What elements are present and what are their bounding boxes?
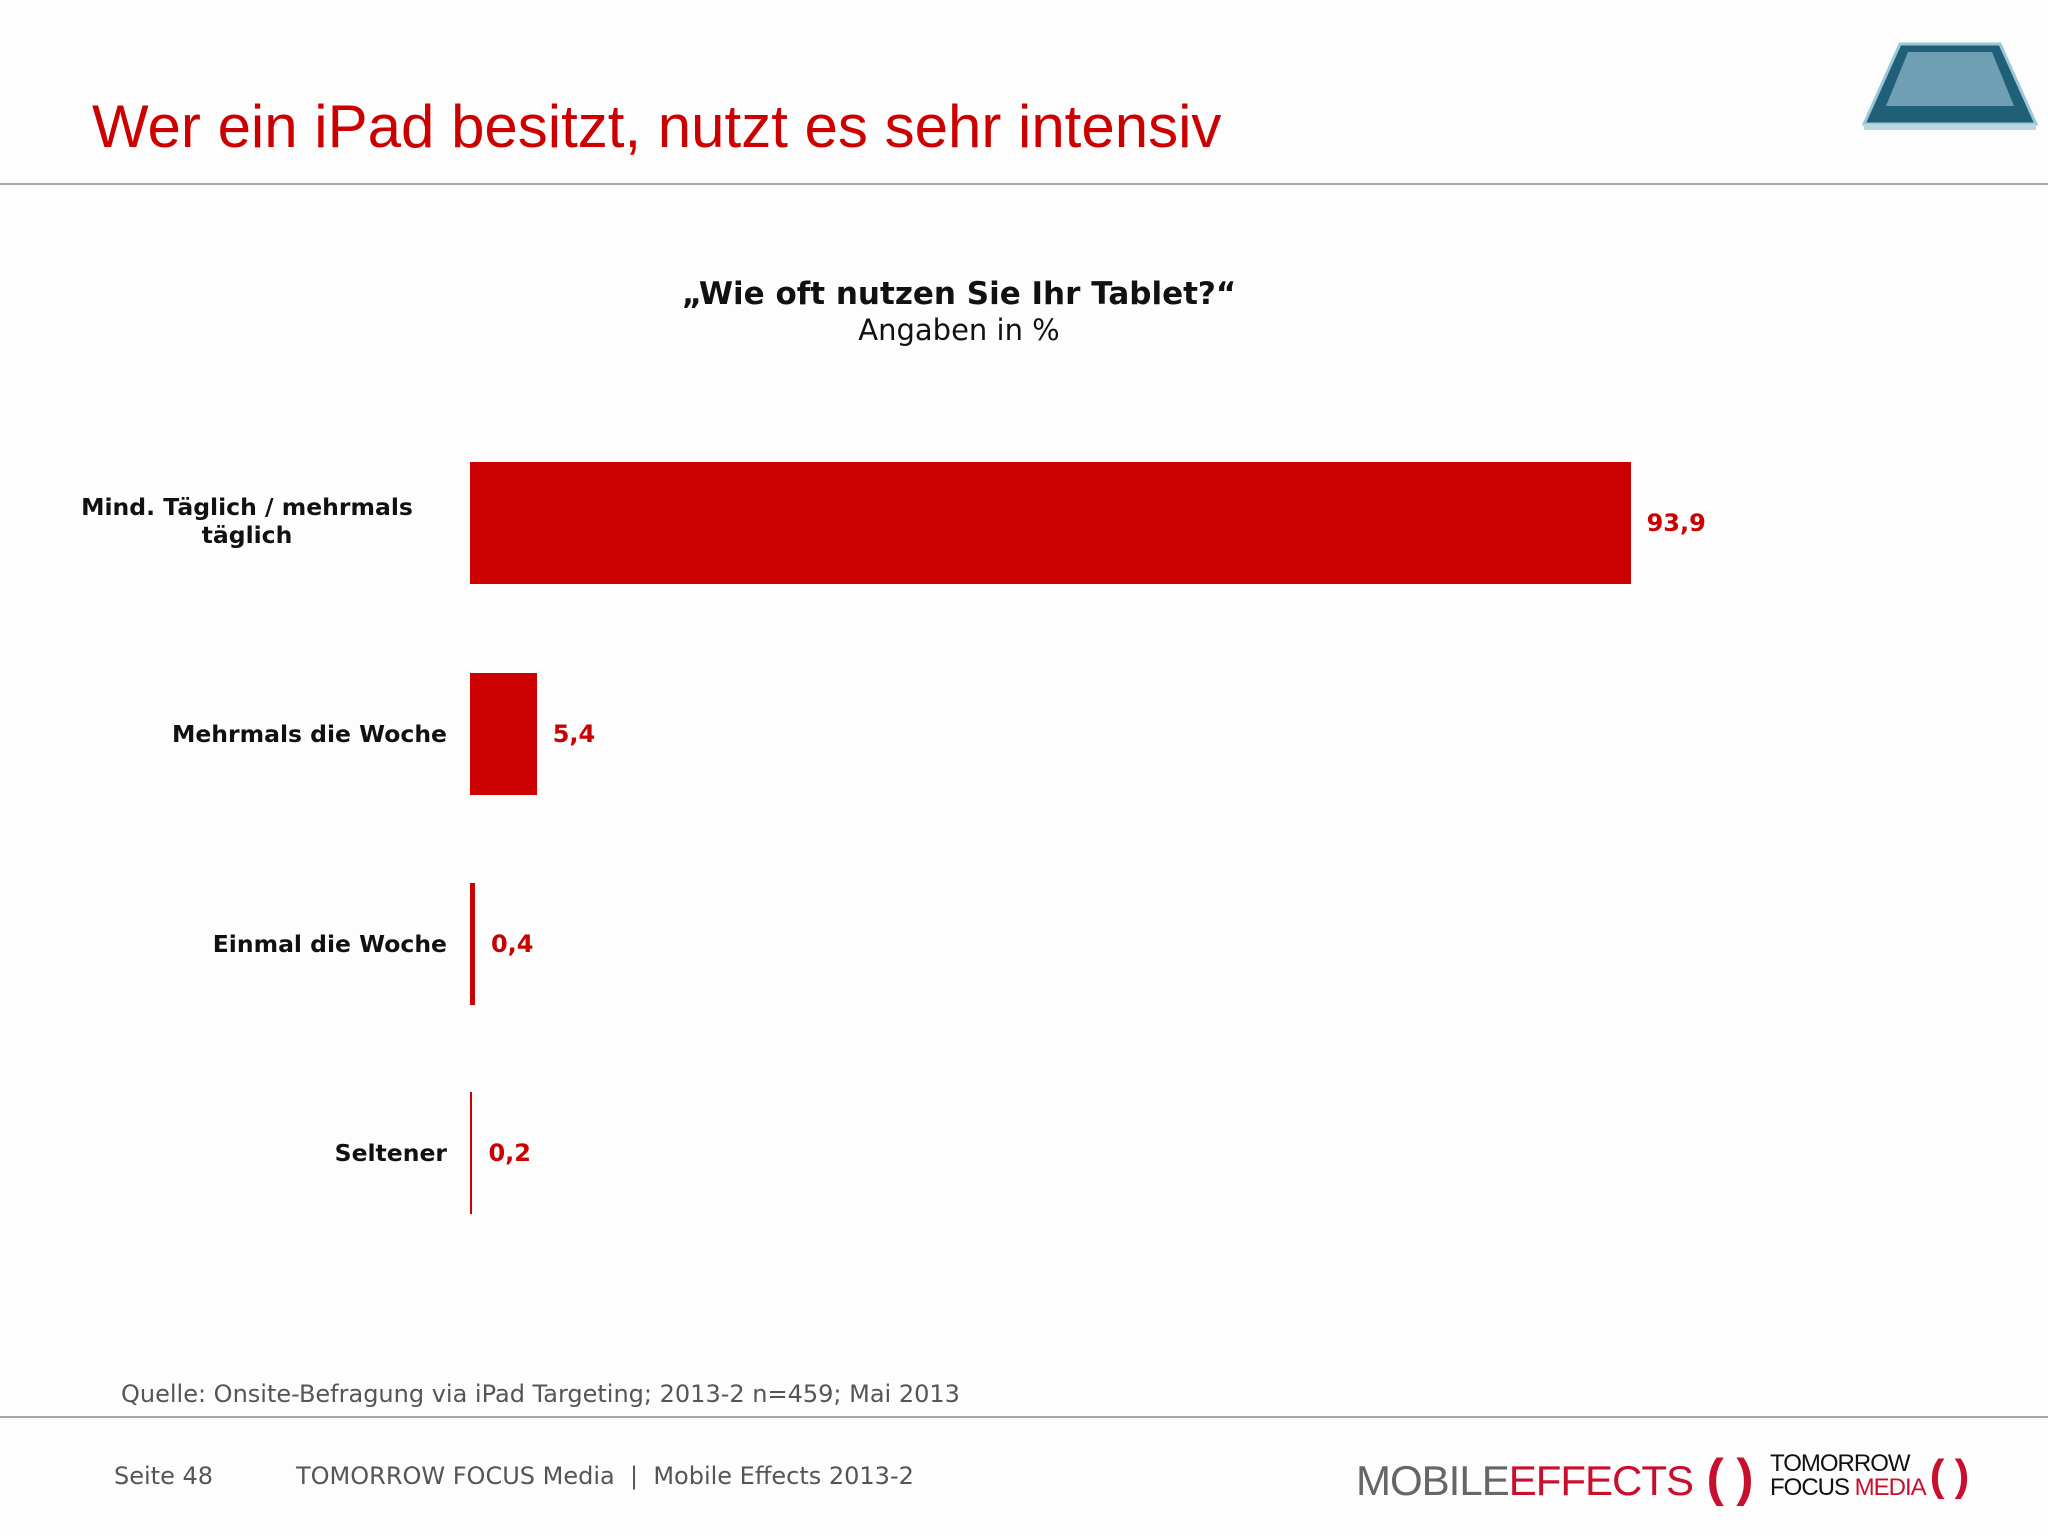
value-label: 93,9 [1646,509,1706,537]
category-label: Mind. Täglich / mehrmals täglich [81,493,413,549]
category-label: Einmal die Woche [212,930,447,958]
mobile-effects-logo: MOBILEEFFECTS ( ) [1356,1449,1754,1507]
footer-company: TOMORROW FOCUS Media | Mobile Effects 20… [296,1462,914,1490]
slide-title: Wer ein iPad besitzt, nutzt es sehr inte… [92,93,1222,160]
bar [470,1092,473,1214]
page-number: Seite 48 [114,1462,214,1490]
logo-tomorrow-text: TOMORROW [1770,1450,1911,1477]
logo-effects-text: EFFECTS [1508,1457,1694,1504]
chart-subtitle: Angaben in % [858,313,1060,347]
header-divider [0,183,2048,185]
value-label: 0,4 [490,930,534,958]
logo-mobile-text: MOBILE [1356,1457,1510,1504]
category-label: Seltener [334,1139,447,1167]
chart-title: „Wie oft nutzen Sie Ihr Tablet?“ [681,276,1237,312]
footer-divider [0,1416,2048,1418]
bar [470,883,475,1005]
bar [470,462,1631,584]
bar [470,673,537,795]
source-note: Quelle: Onsite-Befragung via iPad Target… [121,1380,960,1408]
value-label: 0,2 [488,1139,531,1167]
value-label: 5,4 [552,720,596,748]
category-label: Mehrmals die Woche [171,720,447,748]
ipad-image [1860,40,2039,136]
tomorrow-focus-media-logo: TOMORROW FOCUS MEDIA ( ) [1770,1450,1969,1501]
logo-focus-text: FOCUS [1770,1474,1850,1501]
logo-media-text: MEDIA [1854,1474,1927,1501]
